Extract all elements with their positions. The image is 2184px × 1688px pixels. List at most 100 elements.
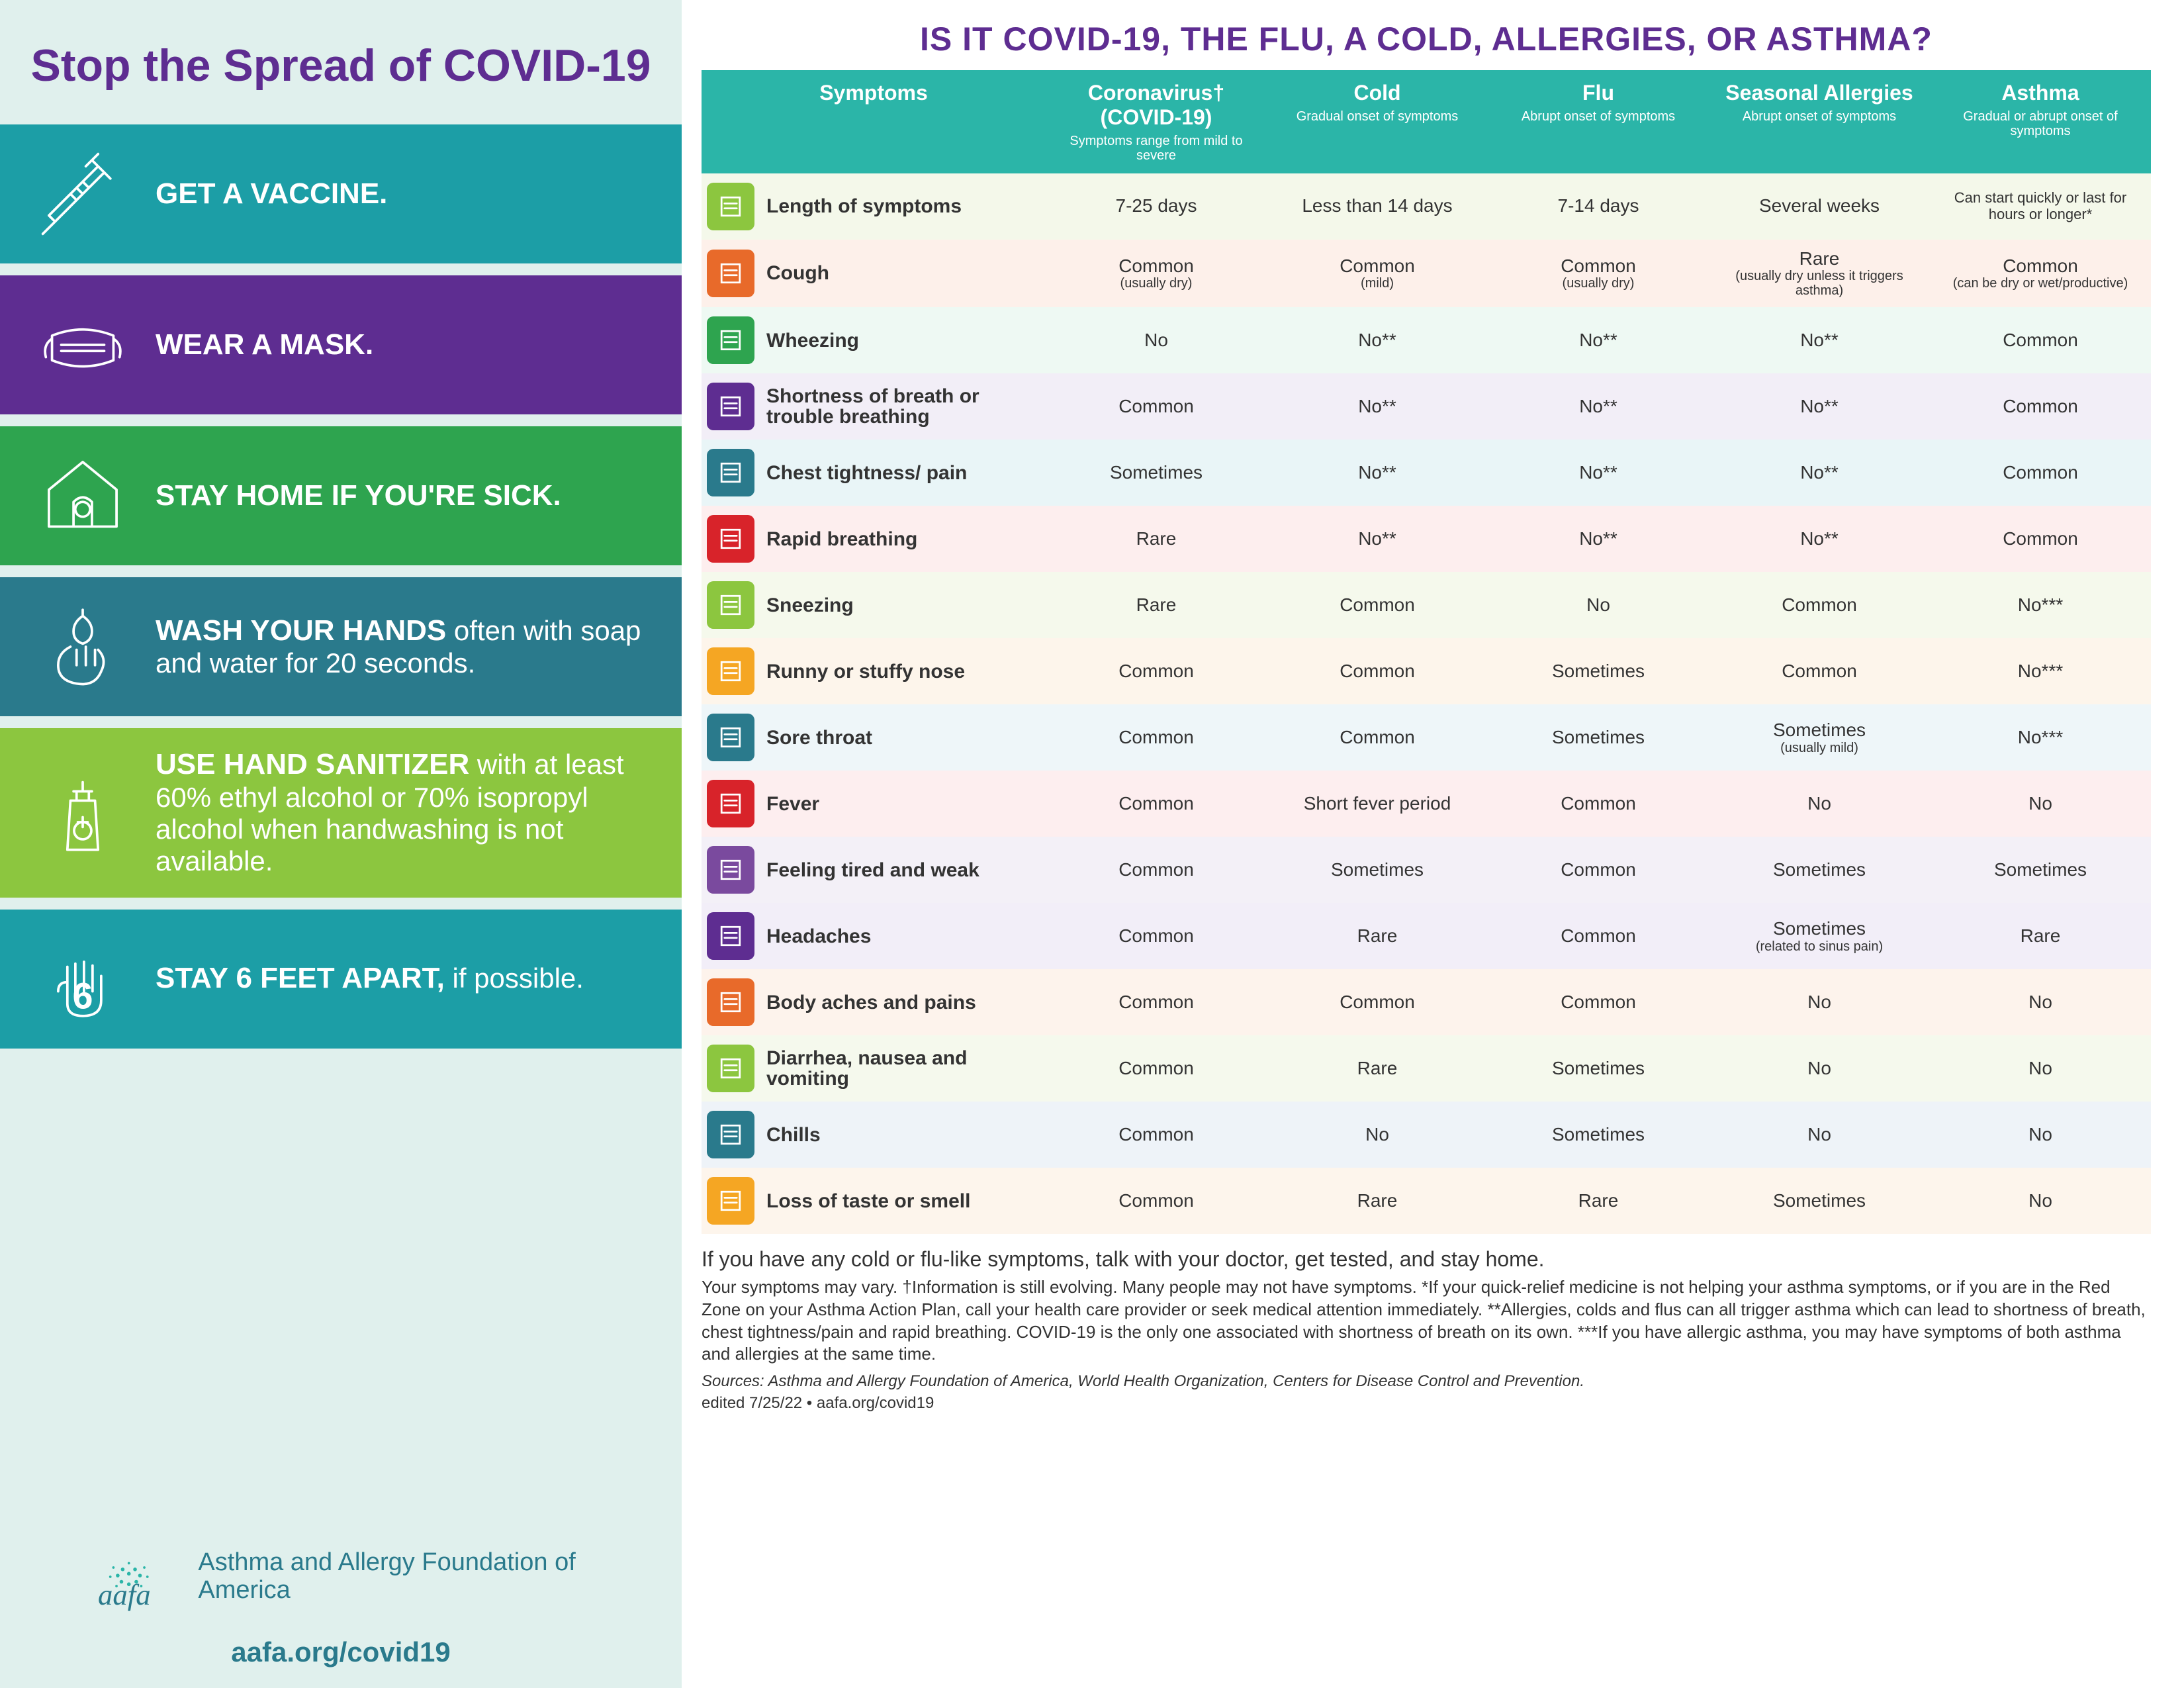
table-row: Chest tightness/ painSometimesNo**No**No… (702, 440, 2151, 506)
symptom-label: Chest tightness/ pain (766, 463, 967, 484)
column-header-1: Coronavirus† (COVID-19)Symptoms range fr… (1046, 70, 1267, 173)
table-row: Runny or stuffy noseCommonCommonSometime… (702, 638, 2151, 704)
data-cell: Sometimes (1046, 440, 1267, 506)
data-cell: Common (1046, 373, 1267, 440)
data-cell: Common(usually dry) (1488, 240, 1709, 308)
symptom-icon (707, 1111, 754, 1158)
data-cell: Common (1930, 440, 2151, 506)
data-cell: Common (1930, 506, 2151, 572)
table-row: CoughCommon(usually dry)Common(mild)Comm… (702, 240, 2151, 308)
table-row: WheezingNoNo**No**No**Common (702, 307, 2151, 373)
symptom-icon (707, 780, 754, 827)
data-cell: No*** (1930, 572, 2151, 638)
symptom-cell: Chest tightness/ pain (702, 440, 1046, 506)
data-cell: No (1930, 969, 2151, 1035)
tip-text: STAY HOME IF YOU'RE SICK. (156, 479, 561, 513)
symptom-cell: Loss of taste or smell (702, 1168, 1046, 1234)
data-cell: No*** (1930, 638, 2151, 704)
data-cell: Sometimes (1488, 1102, 1709, 1168)
data-cell: No** (1488, 440, 1709, 506)
symptom-cell: Chills (702, 1102, 1046, 1168)
symptom-cell: Body aches and pains (702, 969, 1046, 1035)
data-cell: No (1267, 1102, 1488, 1168)
symptom-label: Diarrhea, nausea and vomiting (766, 1048, 1040, 1090)
symptom-label: Cough (766, 263, 829, 284)
symptom-label: Rapid breathing (766, 529, 917, 550)
footnote-edit: edited 7/25/22 • aafa.org/covid19 (702, 1394, 934, 1412)
symptom-cell: Runny or stuffy nose (702, 638, 1046, 704)
data-cell: No** (1709, 307, 1930, 373)
symptom-icon (707, 647, 754, 695)
symptom-label: Shortness of breath or trouble breathing (766, 386, 1040, 428)
symptom-label: Runny or stuffy nose (766, 661, 965, 682)
symptom-label: Length of symptoms (766, 196, 962, 217)
data-cell: Rare (1046, 572, 1267, 638)
data-cell: Short fever period (1267, 771, 1488, 837)
data-cell: Common (1930, 373, 2151, 440)
data-cell: Common (1046, 1035, 1267, 1102)
table-row: Rapid breathingRareNo**No**No**Common (702, 506, 2151, 572)
data-cell: Rare (1267, 1168, 1488, 1234)
table-row: Diarrhea, nausea and vomitingCommonRareS… (702, 1035, 2151, 1102)
data-cell: Sometimes (1930, 837, 2151, 903)
table-row: HeadachesCommonRareCommonSometimes(relat… (702, 903, 2151, 969)
data-cell: No (1046, 307, 1267, 373)
symptom-cell: Sore throat (702, 704, 1046, 771)
data-cell: Common (1488, 903, 1709, 969)
symptom-icon (707, 1177, 754, 1225)
symptom-cell: Wheezing (702, 307, 1046, 373)
symptom-icon (707, 449, 754, 496)
data-cell: Common (1267, 572, 1488, 638)
data-cell: Common (1488, 837, 1709, 903)
data-cell: No (1930, 1168, 2151, 1234)
footnote-body: Your symptoms may vary. †Information is … (702, 1277, 2146, 1364)
symptom-cell: Headaches (702, 903, 1046, 969)
footnote-lead: If you have any cold or flu-like symptom… (702, 1246, 2151, 1274)
data-cell: Common (1046, 1102, 1267, 1168)
data-cell: No** (1488, 506, 1709, 572)
symptom-label: Sneezing (766, 595, 854, 616)
tip-text: WASH YOUR HANDS often with soap and wate… (156, 614, 655, 680)
symptom-label: Fever (766, 794, 819, 815)
hands-icon (33, 597, 132, 696)
data-cell: Rare (1930, 903, 2151, 969)
data-cell: No (1930, 1102, 2151, 1168)
org-url: aafa.org/covid19 (0, 1636, 682, 1688)
data-cell: Common (1046, 638, 1267, 704)
data-cell: Common (1267, 638, 1488, 704)
table-row: Loss of taste or smellCommonRareRareSome… (702, 1168, 2151, 1234)
data-cell: Common (1267, 969, 1488, 1035)
data-cell: No (1709, 771, 1930, 837)
data-cell: Sometimes (1488, 704, 1709, 771)
data-cell: Common (1930, 307, 2151, 373)
data-cell: No*** (1930, 704, 2151, 771)
symptom-cell: Rapid breathing (702, 506, 1046, 572)
data-cell: No (1709, 969, 1930, 1035)
prevention-tip-5: 6STAY 6 FEET APART, if possible. (0, 910, 682, 1049)
tip-text: WEAR A MASK. (156, 328, 373, 362)
column-header-4: Seasonal AllergiesAbrupt onset of sympto… (1709, 70, 1930, 173)
data-cell: Common (1046, 969, 1267, 1035)
symptom-icon (707, 912, 754, 960)
data-cell: Common (1046, 903, 1267, 969)
data-cell: No** (1267, 373, 1488, 440)
symptom-icon (707, 581, 754, 629)
svg-text:aafa: aafa (98, 1578, 151, 1611)
symptom-icon (707, 183, 754, 230)
data-cell: Common (1488, 969, 1709, 1035)
org-name: Asthma and Allergy Foundation of America (198, 1549, 642, 1605)
table-row: FeverCommonShort fever periodCommonNoNo (702, 771, 2151, 837)
data-cell: Common(can be dry or wet/productive) (1930, 240, 2151, 308)
prevention-tip-2: STAY HOME IF YOU'RE SICK. (0, 426, 682, 565)
data-cell: Common (1709, 572, 1930, 638)
table-row: Sore throatCommonCommonSometimesSometime… (702, 704, 2151, 771)
data-cell: Common (1488, 771, 1709, 837)
table-row: Shortness of breath or trouble breathing… (702, 373, 2151, 440)
data-cell: Sometimes (1267, 837, 1488, 903)
data-cell: Less than 14 days (1267, 173, 1488, 240)
data-cell: Rare (1267, 903, 1488, 969)
tip-text: STAY 6 FEET APART, if possible. (156, 962, 584, 996)
data-cell: Several weeks (1709, 173, 1930, 240)
prevention-tip-3: WASH YOUR HANDS often with soap and wate… (0, 577, 682, 716)
table-row: SneezingRareCommonNoCommonNo*** (702, 572, 2151, 638)
